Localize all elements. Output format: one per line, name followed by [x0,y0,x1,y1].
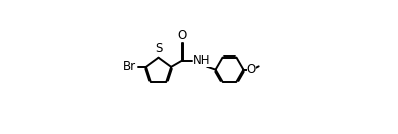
Text: O: O [247,63,256,76]
Text: Br: Br [123,60,136,73]
Text: S: S [155,42,162,55]
Text: O: O [178,29,187,42]
Text: NH: NH [193,54,211,67]
